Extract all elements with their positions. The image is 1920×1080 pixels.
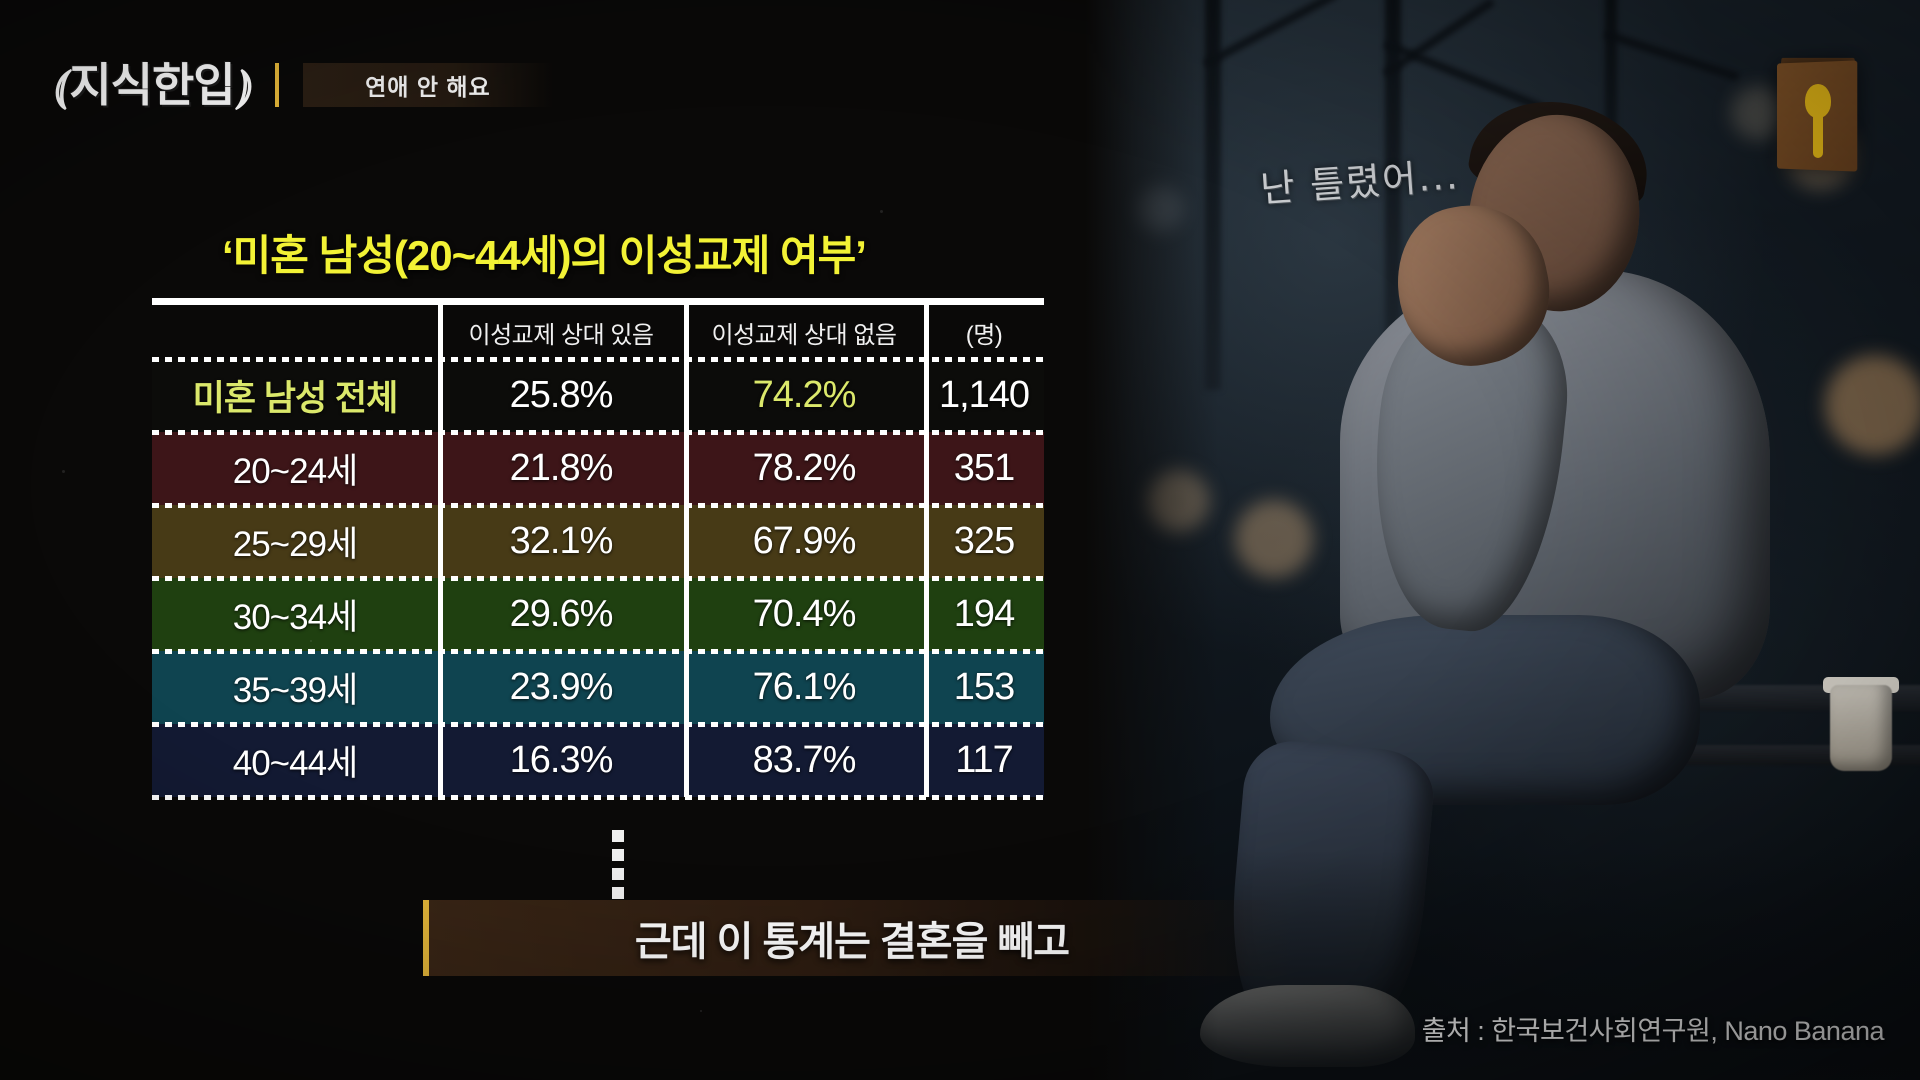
channel-brand: ⦅ 지식한입 ⦆ 연애 안 해요	[51, 58, 553, 112]
row-label: 30~34세	[152, 578, 438, 651]
cell-without-partner: 74.2%	[684, 359, 924, 432]
table-row: 35~39세 23.9% 76.1% 153	[152, 651, 1044, 724]
table-body: 미혼 남성 전체 25.8% 74.2% 1,140 20~24세 21.8% 78.2% 3…	[152, 359, 1044, 797]
topic-badge: 연애 안 해요	[302, 63, 553, 107]
topic-badge-label: 연애 안 해요	[365, 74, 491, 100]
row-separator	[152, 649, 1044, 654]
row-separator	[152, 576, 1044, 581]
cell-without-partner: 70.4%	[684, 578, 924, 651]
row-label: 20~24세	[152, 432, 438, 505]
statistics-table: 이성교제 상대 있음 이성교제 상대 없음 (명) 미혼 남성 전체 25.8% 7…	[152, 298, 1044, 800]
brand-divider	[274, 63, 279, 107]
column-separator	[924, 305, 929, 797]
cell-without-partner: 76.1%	[684, 651, 924, 724]
cell-count: 117	[924, 724, 1044, 797]
row-label: 미혼 남성 전체	[152, 359, 438, 432]
row-label: 40~44세	[152, 724, 438, 797]
column-header-label	[152, 305, 438, 359]
table-row: 25~29세 32.1% 67.9% 325	[152, 505, 1044, 578]
column-header-count: (명)	[965, 321, 1003, 349]
table-row: 40~44세 16.3% 83.7% 117	[152, 724, 1044, 797]
cell-without-partner: 78.2%	[684, 432, 924, 505]
row-label: 25~29세	[152, 505, 438, 578]
subtitle-text: 근데 이 통계는 결혼을 빼고	[634, 920, 1070, 964]
cell-with-partner: 23.9%	[438, 651, 684, 724]
column-separator	[684, 305, 689, 797]
column-header-with-partner: 이성교제 상대 있음	[468, 321, 654, 349]
cell-with-partner: 16.3%	[438, 724, 684, 797]
cell-with-partner: 29.6%	[438, 578, 684, 651]
cell-with-partner: 21.8%	[438, 432, 684, 505]
table-header-row: 이성교제 상대 있음 이성교제 상대 없음 (명)	[152, 305, 1044, 359]
row-separator	[152, 503, 1044, 508]
row-separator	[152, 722, 1044, 727]
cell-count: 153	[924, 651, 1044, 724]
row-separator	[152, 357, 1044, 362]
cell-with-partner: 25.8%	[438, 359, 684, 432]
background-photo	[1085, 0, 1920, 1080]
brand-name: 지식한입	[69, 58, 235, 112]
cell-count: 325	[924, 505, 1044, 578]
subtitle-bar: 근데 이 통계는 결혼을 빼고	[423, 900, 1293, 976]
cell-with-partner: 32.1%	[438, 505, 684, 578]
subtitle-accent-bar	[423, 900, 429, 976]
cell-count: 1,140	[924, 359, 1044, 432]
table-row: 30~34세 29.6% 70.4% 194	[152, 578, 1044, 651]
table-row: 미혼 남성 전체 25.8% 74.2% 1,140	[152, 359, 1044, 432]
row-separator	[152, 795, 1044, 800]
table-row: 20~24세 21.8% 78.2% 351	[152, 432, 1044, 505]
column-header-without-partner: 이성교제 상대 없음	[711, 321, 897, 349]
cell-count: 351	[924, 432, 1044, 505]
table-top-rule	[152, 298, 1044, 305]
row-label: 35~39세	[152, 651, 438, 724]
row-separator	[152, 430, 1044, 435]
cell-without-partner: 67.9%	[684, 505, 924, 578]
cell-without-partner: 83.7%	[684, 724, 924, 797]
cell-count: 194	[924, 578, 1044, 651]
spoon-icon	[1805, 84, 1831, 118]
chart-title: ‘미혼 남성(20~44세)의 이성교제 여부’	[222, 232, 867, 279]
source-credit: 출처 : 한국보건사회연구원, Nano Banana	[1421, 1016, 1885, 1046]
column-separator	[438, 305, 443, 797]
book-spoon-logo-icon	[1775, 57, 1858, 172]
